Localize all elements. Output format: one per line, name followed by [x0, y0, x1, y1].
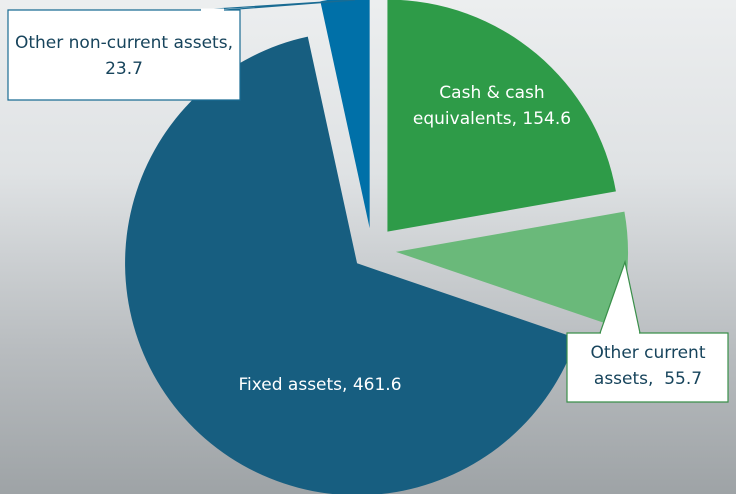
data-label: Other current assets, 55.7: [572, 340, 724, 392]
data-label: Cash & cash equivalents, 154.6: [412, 80, 572, 132]
data-label: Fixed assets, 461.6: [190, 372, 450, 398]
chart: Cash & cash equivalents, 154.6 Other cur…: [0, 0, 736, 494]
data-label: Other non-current assets, 23.7: [12, 30, 236, 82]
callout-join: [201, 9, 224, 12]
callout-join: [601, 332, 639, 335]
